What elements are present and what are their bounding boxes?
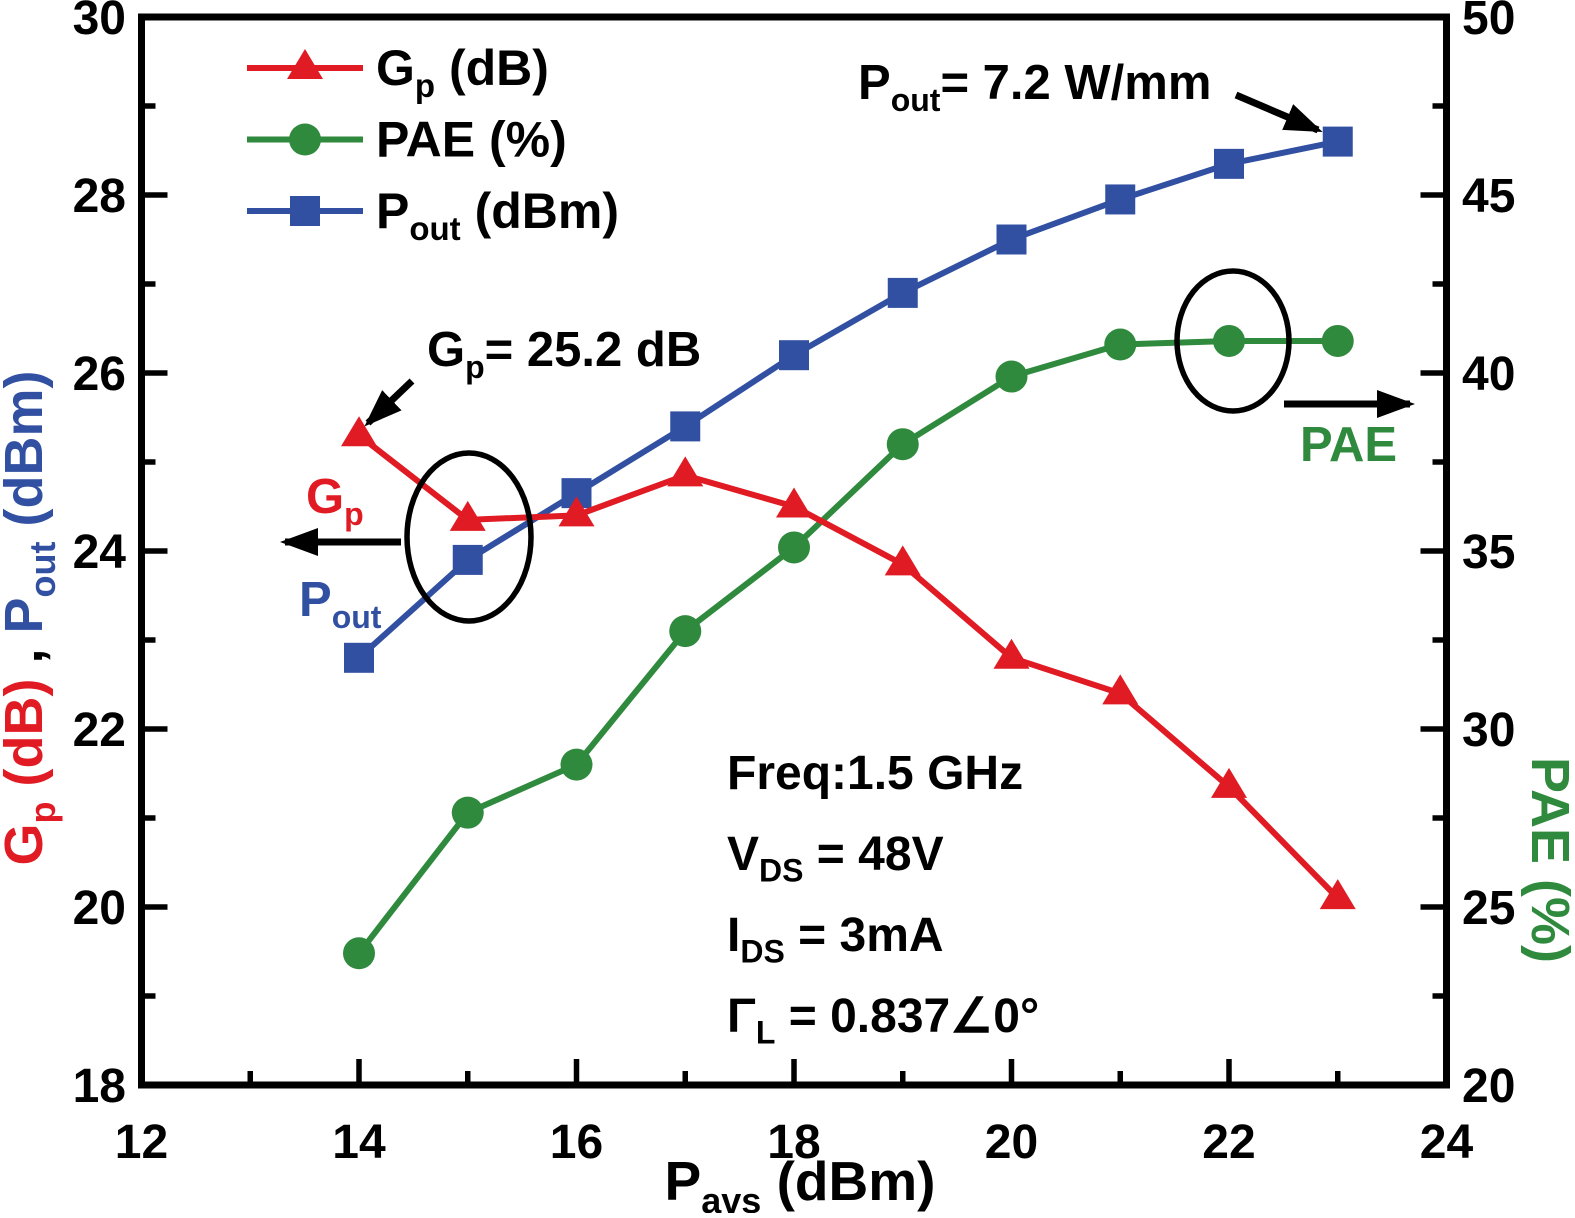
x-tick-label: 12: [115, 1116, 168, 1169]
crossing-ellipse-shape: [404, 450, 534, 624]
series-pae-marker: [995, 360, 1028, 393]
legend-label-pout: Pout (dBm): [376, 183, 619, 247]
series-pae-marker: [451, 796, 484, 829]
y-left-tick-label: 18: [73, 1060, 126, 1113]
y-left-tick-label: 28: [73, 170, 126, 223]
series-pout-marker: [1322, 126, 1353, 157]
y-right-tick-label: 40: [1462, 348, 1515, 401]
axis-tick-labels: 12 14 16 18 20 22 24 18 20 22 24 26 28 30 20 25 30 35 40 45…: [73, 0, 1516, 1169]
series-pout-marker: [344, 642, 374, 673]
series-gp-marker: [776, 487, 812, 518]
y-right-tick-label: 35: [1462, 526, 1515, 579]
pae-curve-label-text: PAE: [1300, 418, 1397, 472]
series-gp-marker: [1319, 879, 1356, 910]
x-tick-label: 20: [985, 1116, 1038, 1169]
pout-max-label-text: Pout= 7.2 W/mm: [858, 56, 1211, 118]
x-tick-label: 16: [550, 1116, 603, 1169]
x-tick-label: 22: [1202, 1116, 1255, 1169]
pout-curve-label-text: Pout: [299, 573, 382, 635]
series-pout-marker: [996, 224, 1027, 255]
pae-curve-label: PAE: [1300, 418, 1397, 472]
gp-curve-label: Gp: [306, 470, 364, 532]
series-gp-marker: [667, 456, 704, 487]
legend-label-pae: PAE (%): [376, 112, 567, 168]
y-left-axis-title: Gp (dB) , Pout (dBm): [0, 371, 63, 866]
crossing-ellipse: [404, 450, 534, 624]
condition-line-1: VDS = 48V: [727, 828, 944, 889]
series-gp-line: [357, 432, 1340, 901]
series-pout-marker: [670, 411, 701, 442]
legend-marker-circle: [289, 123, 321, 156]
y-right-tick-label: 30: [1462, 704, 1515, 757]
pout-max-label-arrow: [1234, 91, 1323, 134]
series-pae-marker: [560, 748, 593, 781]
series-gp-marker: [993, 638, 1030, 669]
condition-line-0: Freq:1.5 GHz: [727, 747, 1023, 800]
y-left-tick-label: 24: [73, 526, 127, 579]
y-left-tick-label: 20: [73, 882, 126, 935]
series-gp-marker: [558, 496, 595, 527]
series-pout-marker: [779, 340, 809, 371]
y-right-tick-label: 50: [1462, 0, 1515, 45]
series-pae-marker: [778, 531, 810, 564]
series-pout-line: [356, 138, 1339, 661]
condition-line-3: ΓL = 0.837∠0°: [727, 990, 1039, 1051]
y-right-tick-label: 20: [1462, 1060, 1515, 1113]
series-pae-marker: [1213, 324, 1245, 357]
y-right-tick-label: 25: [1462, 882, 1515, 935]
y-left-tick-label: 26: [73, 348, 126, 401]
series-gp-marker: [1211, 767, 1247, 798]
series-gp-marker: [449, 500, 486, 531]
y-right-axis-title: PAE (%): [1520, 757, 1575, 963]
series-pae-marker: [669, 615, 702, 648]
gp-peak-label-arrow: [364, 378, 415, 427]
series-pout-marker: [452, 544, 483, 575]
series-gp-marker: [1102, 674, 1139, 705]
series-pout: [344, 126, 1353, 673]
y-left-tick-label: 30: [73, 0, 126, 45]
pae-ellipse: [1174, 268, 1292, 414]
legend-entry-gp: Gp (dB): [247, 40, 549, 104]
x-axis-title: Pavs (dBm): [665, 1150, 936, 1213]
series-pae-marker: [1321, 324, 1354, 357]
legend-marker-triangle: [287, 49, 323, 79]
pae-ellipse-shape: [1174, 268, 1292, 414]
plot-frame: [138, 13, 1450, 1089]
x-tick-label: 14: [332, 1116, 386, 1169]
gp-peak-label: Gp= 25.2 dB: [364, 323, 701, 427]
y-left-tick-label: 22: [73, 704, 126, 757]
series-pout-marker: [887, 277, 918, 308]
series-gp-marker: [341, 416, 377, 447]
y-right-tick-label: 45: [1462, 170, 1515, 223]
plot-border: [138, 13, 1450, 1089]
legend-label-gp: Gp (dB): [376, 40, 549, 104]
series-pout-marker: [1214, 148, 1244, 179]
x-tick-label: 18: [767, 1116, 820, 1169]
series-gp-marker: [884, 545, 921, 576]
axis-titles: Pavs (dBm) Gp (dB) , Pout (dBm) PAE (%): [0, 371, 1575, 1218]
legend-entry-pout: Pout (dBm): [247, 183, 619, 247]
gp-curve-label-text: Gp: [306, 470, 364, 532]
x-tick-label: 24: [1420, 1116, 1474, 1169]
series-gp: [341, 416, 1356, 910]
annotations: Gp= 25.2 dB Pout= 7.2 W/mm Gp Pout PAE Freq:1…: [280, 56, 1415, 1051]
pout-curve-label: Pout: [299, 573, 382, 635]
bias-conditions: Freq:1.5 GHz VDS = 48V IDS = 3mA ΓL = 0.837…: [727, 747, 1039, 1051]
series-pae-marker: [886, 428, 919, 461]
series-pout-marker: [1105, 184, 1136, 215]
condition-line-2: IDS = 3mA: [727, 909, 944, 970]
series-pae-marker: [343, 937, 375, 970]
series-pae-marker: [1104, 328, 1137, 361]
legend: Gp (dB) PAE (%) Pout (dBm): [247, 40, 619, 247]
gp-peak-label-text: Gp= 25.2 dB: [427, 323, 701, 385]
legend-entry-pae: PAE (%): [247, 112, 567, 168]
legend-marker-square: [290, 196, 320, 226]
pout-max-label: Pout= 7.2 W/mm: [858, 56, 1323, 134]
